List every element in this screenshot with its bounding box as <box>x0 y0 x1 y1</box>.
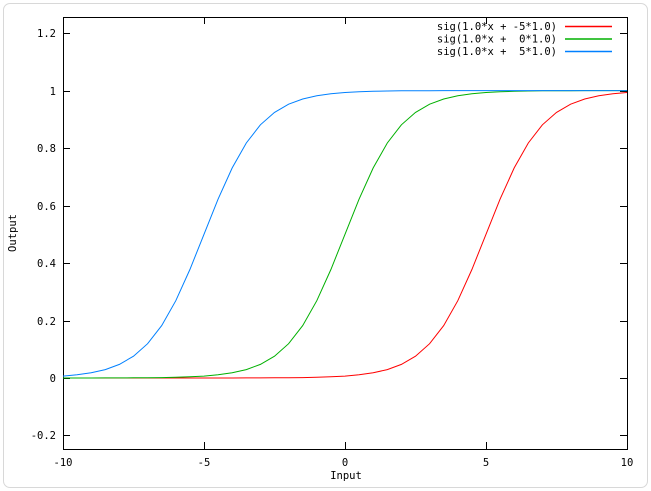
y-tick-label: 1 <box>50 86 56 98</box>
legend-label-1: sig(1.0*x + -5*1.0) <box>437 21 557 33</box>
legend-group: sig(1.0*x + -5*1.0)sig(1.0*x + 0*1.0)sig… <box>437 21 612 58</box>
x-tick-label: 10 <box>621 457 634 469</box>
y-tick-label: 0.8 <box>37 143 56 155</box>
y-tick-label: 0 <box>50 373 56 385</box>
data-series-group <box>62 90 628 379</box>
y-axis-title: Output <box>7 214 19 252</box>
y-tick-label: 0.6 <box>37 201 56 213</box>
x-tick-label: 0 <box>342 457 348 469</box>
y-tick-label: 0.4 <box>37 258 56 270</box>
y-tick-label: -0.2 <box>31 430 56 442</box>
x-axis-title: Input <box>330 470 362 482</box>
legend-label-3: sig(1.0*x + 5*1.0) <box>437 46 557 58</box>
y-tick-label: 1.2 <box>37 28 56 40</box>
legend-label-2: sig(1.0*x + 0*1.0) <box>437 34 557 46</box>
x-tick-label: 5 <box>483 457 489 469</box>
axis-tick-labels-group: -10 -5 0 5 10 -0.2 0 0.2 0.4 0.6 0.8 1 1.2 <box>31 28 634 469</box>
x-tick-label: -5 <box>198 457 211 469</box>
y-tick-label: 0.2 <box>37 316 56 328</box>
x-tick-label: -10 <box>54 457 73 469</box>
series-line-3 <box>62 90 627 377</box>
series-line-2 <box>63 90 627 379</box>
